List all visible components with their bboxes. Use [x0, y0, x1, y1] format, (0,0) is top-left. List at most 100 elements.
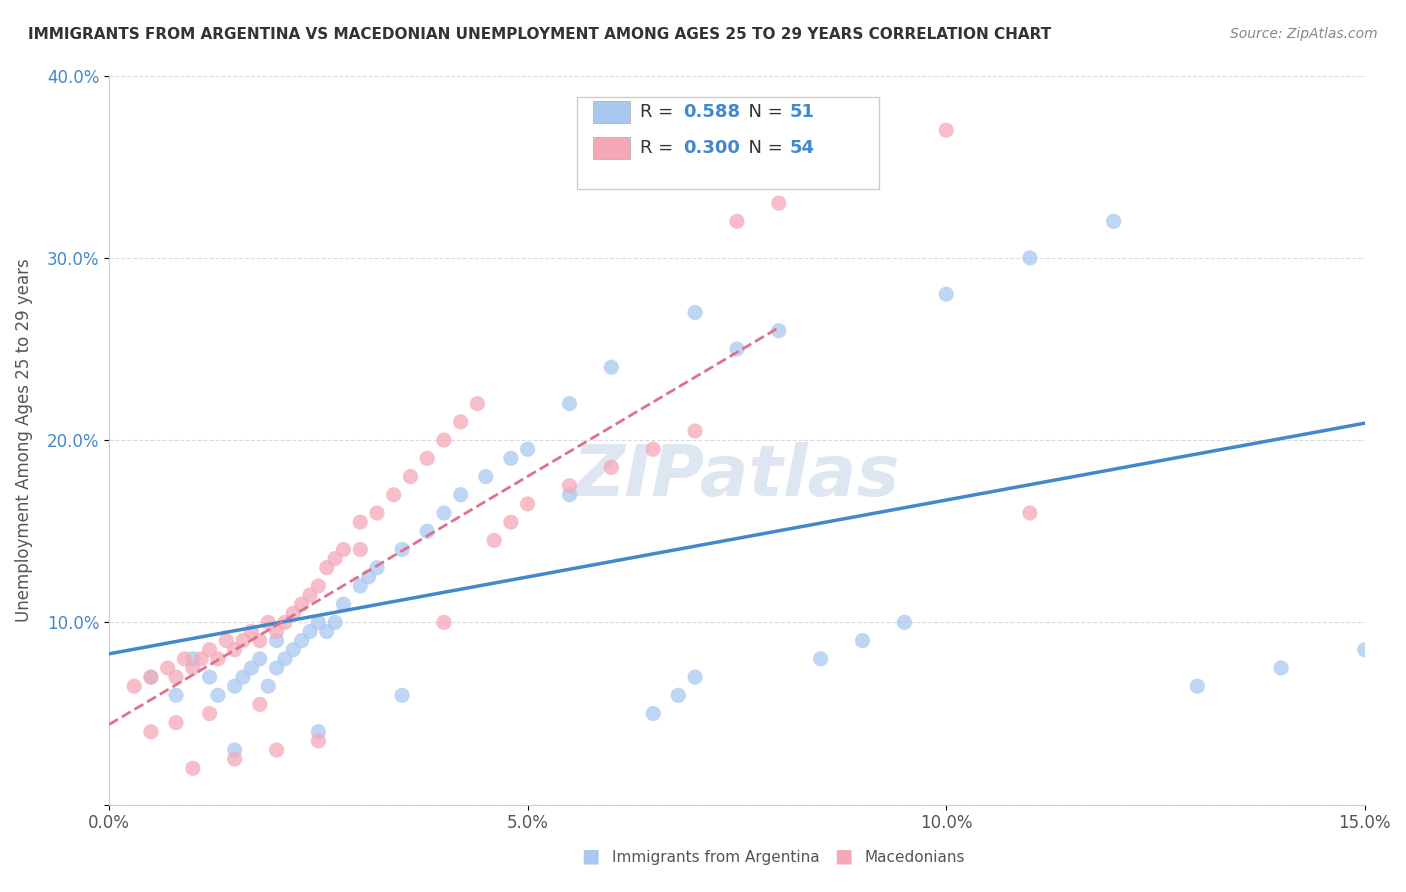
Point [558, 397, 581, 411]
Point [165, 670, 187, 684]
Point [450, 488, 472, 502]
Point [274, 615, 297, 630]
Point [499, 515, 522, 529]
Point [366, 560, 388, 574]
FancyBboxPatch shape [592, 137, 630, 160]
Point [198, 706, 221, 721]
Point [224, 743, 246, 757]
Point [558, 478, 581, 492]
Point [391, 542, 413, 557]
Point [433, 433, 456, 447]
Point [332, 597, 354, 611]
Point [224, 679, 246, 693]
Point [768, 196, 790, 211]
Point [298, 624, 321, 639]
Text: ■: ■ [581, 847, 600, 865]
Point [224, 752, 246, 766]
Point [600, 360, 623, 375]
Point [249, 698, 271, 712]
Point [558, 488, 581, 502]
Point [122, 679, 145, 693]
Point [315, 624, 337, 639]
Point [181, 652, 204, 666]
Point [391, 688, 413, 702]
Point [307, 579, 329, 593]
Point [266, 633, 288, 648]
Point [349, 542, 371, 557]
Point [224, 642, 246, 657]
Point [139, 724, 162, 739]
Point [207, 688, 229, 702]
Point [198, 642, 221, 657]
Point [516, 442, 538, 457]
Point [768, 324, 790, 338]
FancyBboxPatch shape [592, 101, 630, 123]
Text: IMMIGRANTS FROM ARGENTINA VS MACEDONIAN UNEMPLOYMENT AMONG AGES 25 TO 29 YEARS C: IMMIGRANTS FROM ARGENTINA VS MACEDONIAN … [28, 27, 1052, 42]
Point [683, 305, 706, 319]
Point [1187, 679, 1209, 693]
Point [283, 607, 305, 621]
Point [683, 424, 706, 438]
Point [349, 515, 371, 529]
Point [181, 661, 204, 675]
Text: ZIPatlas: ZIPatlas [574, 442, 901, 511]
Point [266, 661, 288, 675]
Point [643, 442, 665, 457]
Point [165, 688, 187, 702]
Point [156, 661, 179, 675]
Point [198, 670, 221, 684]
Text: R =: R = [640, 103, 679, 121]
Point [643, 706, 665, 721]
Point [1270, 661, 1292, 675]
Point [173, 652, 195, 666]
Point [450, 415, 472, 429]
Point [366, 506, 388, 520]
Point [893, 615, 915, 630]
Point [307, 724, 329, 739]
Y-axis label: Unemployment Among Ages 25 to 29 years: Unemployment Among Ages 25 to 29 years [15, 258, 32, 622]
Point [1354, 642, 1376, 657]
Point [475, 469, 498, 483]
Point [725, 214, 748, 228]
Point [181, 761, 204, 775]
Text: N =: N = [737, 103, 789, 121]
Text: R =: R = [640, 139, 679, 157]
Point [240, 661, 263, 675]
Text: Source: ZipAtlas.com: Source: ZipAtlas.com [1230, 27, 1378, 41]
Point [935, 287, 957, 301]
Text: N =: N = [737, 139, 789, 157]
Point [266, 743, 288, 757]
Point [467, 397, 489, 411]
Point [433, 506, 456, 520]
Text: 0.588: 0.588 [683, 103, 740, 121]
Point [266, 624, 288, 639]
Point [1102, 214, 1125, 228]
Point [274, 652, 297, 666]
Point [298, 588, 321, 602]
Text: 0.300: 0.300 [683, 139, 740, 157]
Point [291, 597, 314, 611]
Point [1019, 506, 1042, 520]
Point [315, 560, 337, 574]
Point [516, 497, 538, 511]
Point [257, 615, 280, 630]
Point [810, 652, 832, 666]
Text: 54: 54 [790, 139, 814, 157]
Point [683, 670, 706, 684]
Point [257, 679, 280, 693]
Point [207, 652, 229, 666]
Point [416, 524, 439, 539]
Point [666, 688, 689, 702]
Point [349, 579, 371, 593]
Point [240, 624, 263, 639]
Point [190, 652, 212, 666]
Point [433, 615, 456, 630]
Point [1019, 251, 1042, 265]
Point [416, 451, 439, 466]
Point [249, 633, 271, 648]
Text: Immigrants from Argentina: Immigrants from Argentina [612, 850, 820, 865]
Point [332, 542, 354, 557]
Point [232, 670, 254, 684]
Text: Macedonians: Macedonians [865, 850, 965, 865]
Point [139, 670, 162, 684]
